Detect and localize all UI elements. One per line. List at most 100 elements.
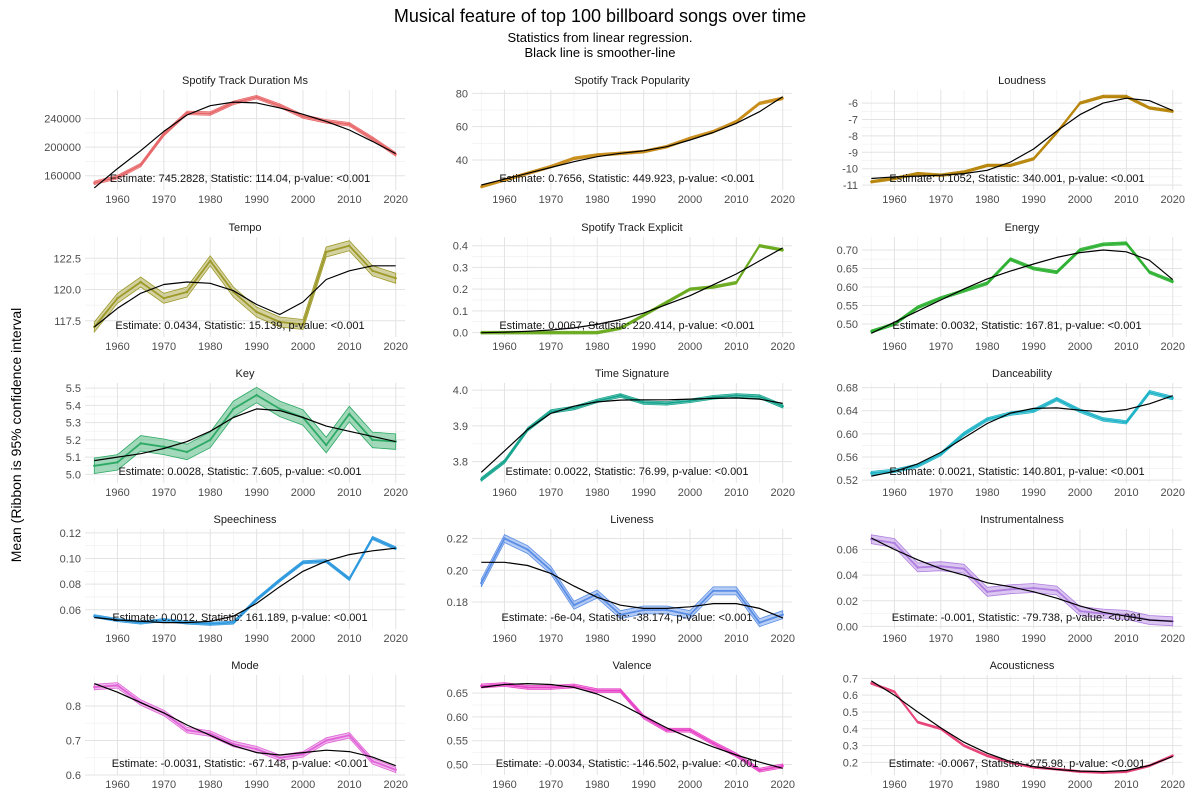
data-point <box>870 472 873 475</box>
y-tick-label: 0.7 <box>66 736 81 748</box>
panel-energy: Energy 1960 1970 1980 1990 2000 2010 2020 0.50 0.… <box>837 222 1185 353</box>
x-tick-label: 1980 <box>585 487 609 499</box>
panel-title: Acousticness <box>990 660 1055 672</box>
x-tick-label: 2010 <box>724 341 748 353</box>
data-point <box>526 331 529 334</box>
mean-line <box>871 242 1174 333</box>
data-point <box>962 744 966 747</box>
x-tick-label: 1960 <box>882 341 906 353</box>
x-tick-label: 1990 <box>1021 779 1045 791</box>
y-tick-label: 117.5 <box>54 316 81 328</box>
y-tick-label: 5.0 <box>66 469 81 481</box>
data-point <box>986 754 989 757</box>
x-tick-label: 1960 <box>105 779 129 791</box>
confidence-ribbon <box>480 393 784 483</box>
data-point <box>116 684 119 687</box>
y-tick-label: 0.65 <box>447 688 468 700</box>
y-tick-label: 5.4 <box>66 400 81 412</box>
y-tick-label: 0.65 <box>837 263 858 275</box>
x-tick-label: 1970 <box>152 487 176 499</box>
x-tick-label: 2020 <box>770 633 794 645</box>
data-point <box>619 613 622 616</box>
x-tick-label: 1970 <box>929 633 953 645</box>
x-tick-label: 2000 <box>678 341 702 353</box>
data-point <box>619 327 622 330</box>
x-tick-label: 1990 <box>244 341 268 353</box>
data-point <box>185 450 189 454</box>
data-point <box>301 753 305 756</box>
data-point <box>781 248 784 252</box>
y-tick-label: 0.6 <box>66 770 81 782</box>
x-tick-label: 2020 <box>1160 194 1184 206</box>
x-tick-label: 1990 <box>244 487 268 499</box>
data-point <box>665 729 668 732</box>
x-tick-label: 1970 <box>539 487 563 499</box>
x-tick-label: 2020 <box>383 194 407 206</box>
data-point <box>371 137 374 140</box>
data-point <box>139 442 142 445</box>
data-point <box>93 181 96 185</box>
chart-title: Musical feature of top 100 billboard son… <box>393 6 807 26</box>
panel-valence: Valence 1960 1970 1980 1990 2000 2010 2020 0.50 0… <box>447 660 795 791</box>
y-tick-label: 80 <box>456 88 468 100</box>
data-point <box>185 111 189 115</box>
panel-loudness: Loudness 1960 1970 1980 1990 2000 2010 2020 -11 -… <box>842 75 1185 206</box>
data-point <box>781 405 784 408</box>
panel-spotify-track-duration-ms: Spotify Track Duration Ms 1960 1970 1980 199… <box>44 75 408 206</box>
data-point <box>232 621 235 624</box>
y-tick-label: 0.06 <box>60 605 81 617</box>
panel-title: Time Signature <box>595 368 669 380</box>
x-tick-label: 1980 <box>585 779 609 791</box>
panel-title: Valence <box>613 660 652 672</box>
y-tick-label: 122.5 <box>53 253 81 265</box>
smoother-line <box>870 680 1173 773</box>
y-tick-label: 0.55 <box>837 301 858 313</box>
mean-line <box>480 537 783 624</box>
x-tick-label: 1960 <box>492 194 516 206</box>
data-point <box>712 589 715 593</box>
panel-title: Energy <box>1005 222 1040 234</box>
x-tick-label: 2010 <box>724 487 748 499</box>
x-tick-label: 1970 <box>929 194 953 206</box>
y-tick-label: 5.5 <box>66 383 81 395</box>
mean-line <box>481 244 783 334</box>
x-tick-label: 1960 <box>105 487 129 499</box>
data-point <box>916 306 919 309</box>
data-point <box>916 172 919 175</box>
data-point <box>916 464 919 467</box>
y-tick-label: 0.22 <box>447 534 468 546</box>
data-point <box>301 561 305 564</box>
smoother-line <box>871 249 1174 334</box>
x-tick-label: 2010 <box>1114 194 1138 206</box>
x-tick-label: 2020 <box>770 194 794 206</box>
regression-annotation: Estimate: -0.0034, Statistic: -146.502, … <box>496 758 759 770</box>
x-tick-label: 2000 <box>678 633 702 645</box>
x-tick-label: 2000 <box>291 194 315 206</box>
regression-annotation: Estimate: 0.1052, Statistic: 340.001, p-… <box>889 173 1144 185</box>
data-point <box>986 590 989 593</box>
x-tick-label: 2000 <box>291 341 315 353</box>
regression-annotation: Estimate: 0.0434, Statistic: 15.139, p-v… <box>115 320 364 332</box>
data-point <box>870 330 873 333</box>
data-point <box>325 250 328 254</box>
x-tick-label: 2010 <box>1114 341 1138 353</box>
data-point <box>619 394 622 397</box>
panel-mode: Mode 1960 1970 1980 1990 2000 2010 2020 0.6 0.7 0.… <box>66 660 408 791</box>
data-point <box>371 438 374 442</box>
panel-instrumentalness: Instrumentalness 1960 1970 1980 1990 2000 2010… <box>837 514 1185 645</box>
data-point <box>939 565 942 568</box>
panel-title: Tempo <box>228 222 261 234</box>
data-point <box>572 684 576 688</box>
data-point <box>712 285 715 289</box>
data-point <box>1055 398 1059 401</box>
mean-line <box>871 391 1173 475</box>
panel-title: Speechiness <box>214 514 277 526</box>
confidence-ribbon <box>870 534 1174 627</box>
data-point <box>735 589 738 593</box>
x-tick-label: 1980 <box>975 633 999 645</box>
x-tick-label: 2000 <box>1068 633 1092 645</box>
y-tick-label: 0.70 <box>837 245 858 257</box>
x-tick-label: 1970 <box>152 633 176 645</box>
x-tick-label: 1970 <box>929 779 953 791</box>
regression-annotation: Estimate: 0.7656, Statistic: 449.923, p-… <box>499 173 754 185</box>
